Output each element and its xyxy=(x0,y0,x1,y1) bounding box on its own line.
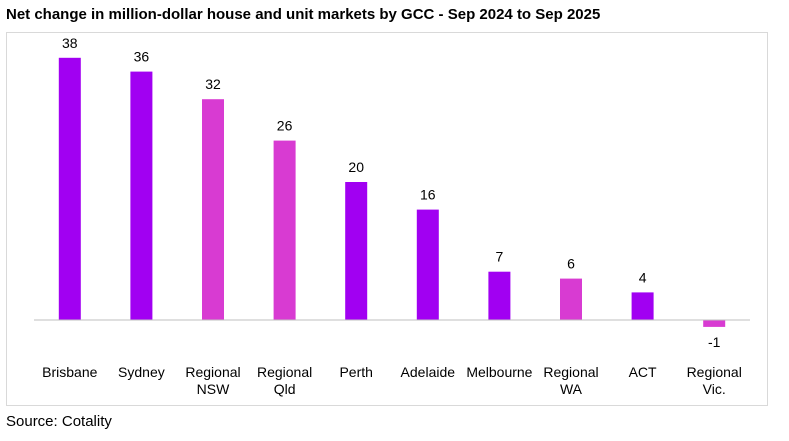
bar-2 xyxy=(202,99,224,320)
bar-5 xyxy=(416,209,439,320)
data-label-2: 32 xyxy=(205,76,221,92)
bar-9 xyxy=(703,320,726,327)
chart-frame xyxy=(6,32,768,406)
bar-6 xyxy=(488,271,511,320)
category-label-5: Adelaide xyxy=(401,364,456,380)
data-label-6: 7 xyxy=(496,249,504,265)
category-label-3: Regional Qld xyxy=(257,364,312,397)
category-label-7: Regional WA xyxy=(543,364,598,397)
bar-3 xyxy=(273,140,296,320)
data-label-7: 6 xyxy=(567,256,575,272)
data-label-3: 26 xyxy=(277,118,293,134)
data-label-5: 16 xyxy=(420,187,436,203)
data-label-8: 4 xyxy=(639,269,647,285)
bar-4 xyxy=(345,182,368,320)
category-label-4: Perth xyxy=(339,364,372,380)
category-label-1: Sydney xyxy=(118,364,165,380)
chart-title: Net change in million-dollar house and u… xyxy=(6,6,601,23)
bar-7 xyxy=(560,278,582,320)
data-label-4: 20 xyxy=(348,159,364,175)
category-label-9: Regional Vic. xyxy=(687,364,742,397)
bar-0 xyxy=(58,57,81,321)
bar-8 xyxy=(631,292,654,320)
data-label-9: -1 xyxy=(708,334,721,350)
source-note: Source: Cotality xyxy=(6,413,112,430)
category-label-8: ACT xyxy=(629,364,657,380)
data-label-0: 38 xyxy=(62,35,78,51)
bar-1 xyxy=(130,71,153,320)
category-label-2: Regional NSW xyxy=(185,364,240,397)
data-label-1: 36 xyxy=(134,49,150,65)
category-label-0: Brisbane xyxy=(42,364,97,380)
category-label-6: Melbourne xyxy=(466,364,532,380)
